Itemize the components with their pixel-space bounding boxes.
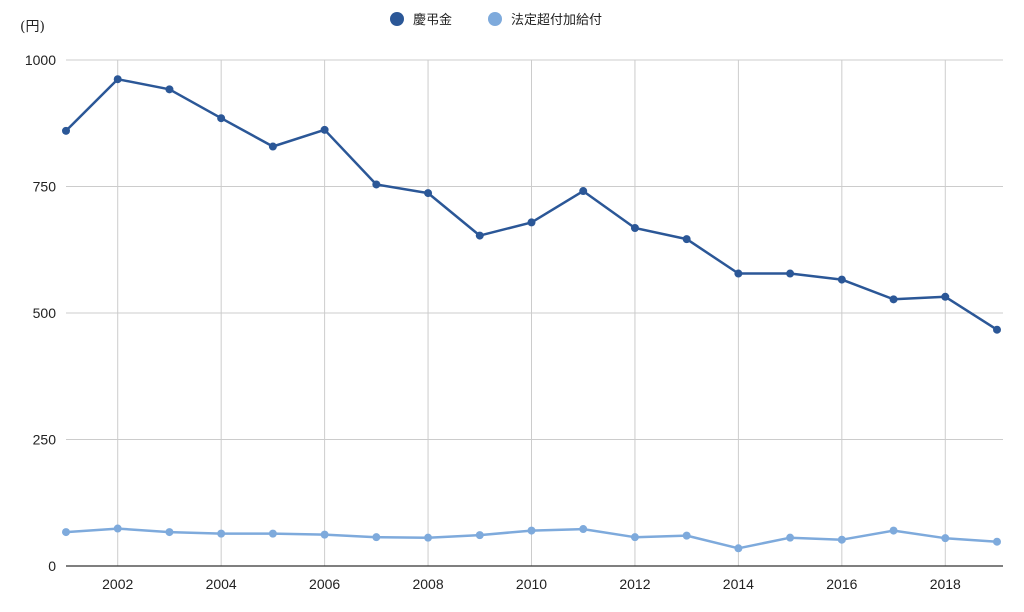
legend-label-0: 慶弔金	[413, 12, 452, 28]
data-point[interactable]	[786, 533, 795, 542]
legend: 慶弔金 法定超付加給付	[390, 12, 602, 28]
data-point[interactable]	[630, 223, 639, 232]
data-point[interactable]	[320, 125, 329, 134]
y-tick-label: 500	[33, 305, 57, 321]
data-point[interactable]	[941, 292, 950, 301]
data-point[interactable]	[630, 533, 639, 542]
x-tick-label: 2008	[412, 576, 443, 592]
data-point[interactable]	[62, 528, 70, 537]
data-point[interactable]	[993, 537, 1001, 546]
data-point[interactable]	[372, 180, 381, 189]
data-point[interactable]	[475, 531, 484, 540]
data-point[interactable]	[62, 126, 70, 135]
series-1	[62, 524, 1001, 553]
data-point[interactable]	[165, 528, 174, 537]
data-point[interactable]	[579, 525, 588, 534]
data-point[interactable]	[837, 535, 846, 544]
data-point[interactable]	[993, 325, 1001, 334]
data-point[interactable]	[268, 142, 277, 151]
y-tick-label: 250	[33, 432, 57, 448]
data-point[interactable]	[734, 544, 743, 553]
legend-item-1[interactable]: 法定超付加給付	[488, 12, 602, 28]
x-tick-label: 2012	[619, 576, 650, 592]
series-0	[62, 75, 1001, 334]
y-tick-label: 1000	[25, 52, 56, 68]
data-point[interactable]	[734, 269, 743, 278]
legend-marker-1	[488, 12, 502, 26]
x-tick-label: 2016	[826, 576, 857, 592]
x-axis: 2002 2004 2006 2008 2010 2012 2014 2016 2018	[102, 576, 961, 592]
data-point[interactable]	[475, 231, 484, 240]
grid	[66, 59, 1003, 566]
data-point[interactable]	[786, 269, 795, 278]
data-point[interactable]	[165, 85, 174, 94]
data-point[interactable]	[579, 187, 588, 196]
data-point[interactable]	[424, 189, 433, 198]
legend-label-1: 法定超付加給付	[511, 13, 602, 28]
legend-item-0[interactable]: 慶弔金	[390, 12, 452, 28]
x-tick-label: 2014	[723, 576, 754, 592]
data-point[interactable]	[837, 275, 846, 284]
y-tick-label: 750	[33, 179, 57, 195]
data-point[interactable]	[372, 533, 381, 542]
legend-marker-0	[390, 12, 404, 26]
y-axis: 0 250 500 750 1000	[25, 52, 56, 574]
data-point[interactable]	[424, 533, 433, 542]
data-point[interactable]	[889, 526, 898, 535]
data-point[interactable]	[527, 526, 536, 535]
data-point[interactable]	[682, 235, 691, 244]
data-point[interactable]	[682, 531, 691, 540]
data-point[interactable]	[527, 218, 536, 227]
data-point[interactable]	[320, 530, 329, 539]
data-point[interactable]	[941, 534, 950, 543]
x-tick-label: 2002	[102, 576, 133, 592]
x-tick-label: 2006	[309, 576, 340, 592]
x-tick-label: 2018	[930, 576, 961, 592]
y-unit-label: (円)	[20, 19, 45, 35]
data-point[interactable]	[889, 295, 898, 304]
data-point[interactable]	[217, 114, 226, 123]
y-tick-label: 0	[48, 558, 56, 574]
data-point[interactable]	[113, 524, 122, 533]
data-point[interactable]	[217, 529, 226, 538]
x-tick-label: 2004	[206, 576, 237, 592]
series-layer	[62, 75, 1001, 553]
data-point[interactable]	[113, 75, 122, 84]
x-tick-label: 2010	[516, 576, 547, 592]
data-point[interactable]	[268, 529, 277, 538]
